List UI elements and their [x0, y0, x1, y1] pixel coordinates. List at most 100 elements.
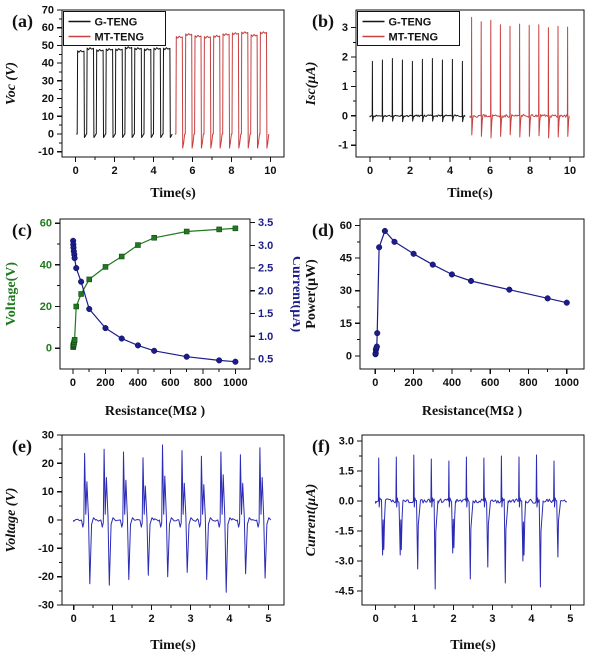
panel-d: 0 200 400 600 800 1000 0 15 30 45 60 Resistance(MΩ … [300, 205, 600, 423]
data-point [151, 347, 158, 354]
data-point [232, 225, 239, 232]
legend-box [357, 11, 460, 46]
plot-box [361, 434, 585, 606]
panel-a: 0 2 4 6 8 10 -10 0 10 20 30 40 50 60 70 Time(s) Voc (V) (… [0, 0, 300, 205]
data-point [544, 295, 551, 302]
x-tick-label: 0 [372, 377, 378, 389]
y-tick-label: 3.0 [339, 436, 354, 448]
y2-tick-label: 3.5 [258, 217, 273, 229]
y-tick-label: 30 [42, 75, 54, 87]
data-point [563, 299, 570, 306]
x-tick-label: 2 [450, 613, 456, 625]
x-tick-label: 3 [187, 613, 193, 625]
data-point [134, 342, 141, 349]
panel-letter: (f) [312, 436, 330, 457]
y-tick-label: -1.5 [335, 526, 354, 538]
x-tick-label: 400 [443, 377, 461, 389]
y-tick-label: 15 [340, 318, 352, 330]
data-point [374, 330, 381, 337]
series-wave-Voltage [73, 444, 272, 593]
data-point [373, 343, 380, 350]
series-line-Current [72, 240, 236, 363]
y-tick-label: 0.0 [339, 496, 354, 508]
data-point [151, 235, 157, 241]
x-tick-label: 4 [226, 613, 233, 625]
y-tick-label: 10 [42, 486, 54, 498]
series-line-Power [374, 230, 567, 355]
data-point [102, 325, 109, 332]
x-tick-label: 400 [129, 377, 147, 389]
chart-voltage-current-vs-resistance: 0 200 400 600 800 1000 0 20 40 60 0.5 1.0 1.5 2.0 2.5 3… [4, 217, 300, 419]
series-wave-MT-TENG [174, 31, 270, 149]
chart-power-vs-resistance: 0 200 400 600 800 1000 0 15 30 45 60 Resistance(MΩ … [304, 218, 585, 419]
data-point [429, 261, 436, 268]
y-tick-label: 0 [48, 515, 54, 527]
y2-tick-label: 2.5 [258, 263, 273, 275]
chart-voc-vs-time: 0 2 4 6 8 10 -10 0 10 20 30 40 50 60 70 Time(s) Voc (V) (… [4, 5, 285, 201]
panel-b: 0 2 4 6 8 10 -1 0 1 2 3 Time(s) Isc(µA) (b) G-TENG MT-T… [300, 0, 600, 205]
chart-current-vs-time: 0 1 2 3 4 5 3.0 1.5 0.0 -1.5 -3.0 -4.5 Time(s) Curren… [304, 434, 585, 653]
data-point [71, 337, 78, 343]
legend-label: G-TENG [389, 16, 432, 28]
plot-box [359, 218, 585, 370]
x-tick-label: 600 [161, 377, 179, 389]
y2-tick-label: 1.0 [258, 331, 273, 343]
x-tick-label: 6 [487, 165, 493, 177]
x-tick-label: 10 [264, 165, 276, 177]
y-tick-label: 40 [40, 259, 52, 271]
x-tick-label: 0 [73, 165, 79, 177]
x-tick-label: 8 [228, 165, 234, 177]
y-tick-label: 30 [42, 430, 54, 442]
panel-letter: (d) [312, 220, 334, 241]
y-tick-label: 20 [42, 93, 54, 105]
x-tick-label: 5 [567, 613, 573, 625]
data-point [118, 253, 125, 260]
y-tick-label: 20 [40, 301, 52, 313]
y-tick-label: -4.5 [335, 586, 354, 598]
y-tick-label: -10 [38, 543, 54, 555]
y-tick-label: -1 [338, 140, 348, 152]
data-point [86, 276, 92, 283]
x-tick-label: 200 [96, 377, 114, 389]
y-tick-label: 1.5 [339, 466, 354, 478]
chart-isc-vs-time: 0 2 4 6 8 10 -1 0 1 2 3 Time(s) Isc(µA) (b) G-TENG MT-T… [304, 9, 585, 201]
y-tick-label: 60 [42, 22, 54, 34]
x-tick-label: 1 [412, 613, 418, 625]
y2-tick-label: 2.0 [258, 285, 273, 297]
data-point [216, 357, 223, 364]
x-tick-label: 4 [150, 165, 157, 177]
y2-axis-label: Current(µA) [289, 256, 300, 333]
y-tick-label: -30 [38, 600, 54, 612]
x-axis-label: Time(s) [150, 638, 196, 653]
series-wave-G-TENG [76, 46, 173, 138]
y-tick-label: 0 [48, 128, 54, 140]
x-tick-label: 200 [404, 377, 422, 389]
y-tick-label: 60 [40, 218, 52, 230]
data-point [102, 264, 109, 270]
x-tick-label: 1000 [223, 377, 247, 389]
x-tick-label: 10 [564, 165, 576, 177]
x-axis-label: Resistance(MΩ ) [422, 404, 523, 419]
x-tick-label: 1 [110, 613, 116, 625]
y-tick-label: 45 [340, 253, 352, 265]
x-tick-label: 5 [265, 613, 271, 625]
panel-c: 0 200 400 600 800 1000 0 20 40 60 0.5 1.0 1.5 2.0 2.5 3… [0, 205, 300, 423]
x-tick-label: 4 [528, 613, 535, 625]
y-tick-label: 70 [42, 5, 54, 17]
series-wave-Current [375, 454, 567, 590]
data-point [86, 305, 93, 313]
y-tick-label: 0 [346, 350, 352, 362]
panel-letter: (b) [312, 11, 334, 32]
y-tick-label: 40 [42, 58, 54, 70]
x-axis-label: Time(s) [447, 186, 493, 201]
data-point [71, 255, 78, 262]
y-axis-label: Voc (V) [4, 62, 19, 105]
y-axis-label: Power(µW) [304, 259, 319, 329]
data-point [135, 242, 141, 248]
data-point [467, 277, 475, 285]
data-point [216, 226, 222, 233]
x-tick-label: 0 [70, 377, 76, 389]
x-tick-label: 8 [527, 165, 533, 177]
y-tick-label: 0 [342, 110, 348, 122]
